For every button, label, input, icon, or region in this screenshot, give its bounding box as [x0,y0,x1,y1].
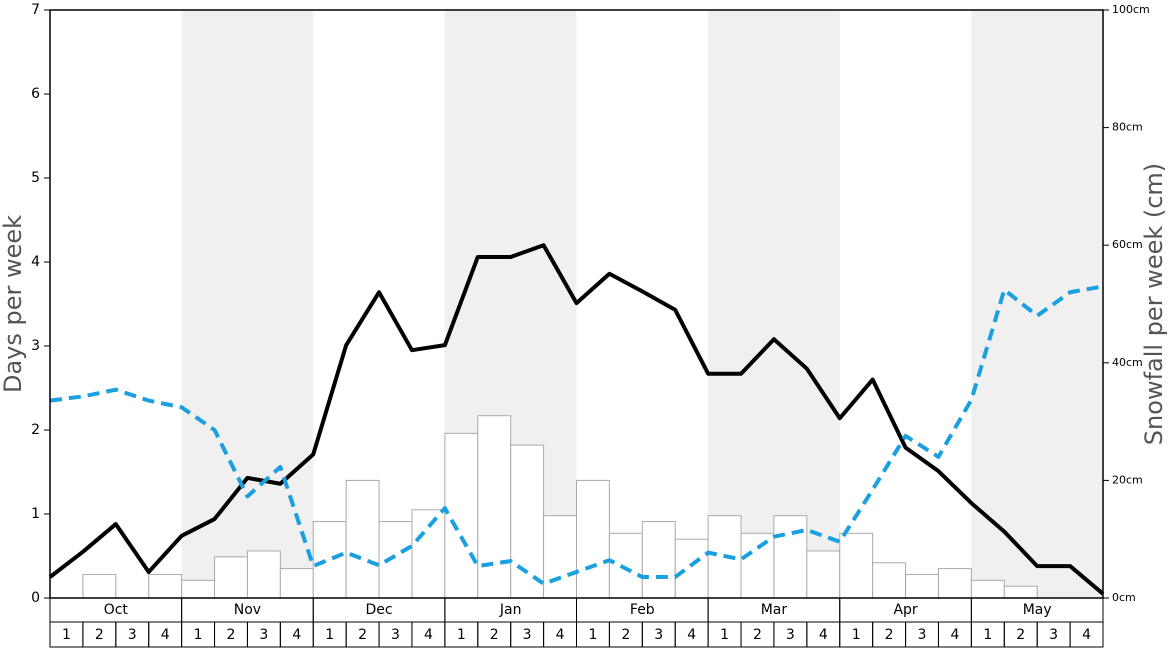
month-label: Mar [761,602,788,618]
week-label: 1 [588,627,597,643]
month-band [708,10,840,598]
bar [510,444,545,599]
y2-tick-label: 100cm [1112,3,1150,16]
week-label: 1 [852,627,861,643]
bar [576,479,610,599]
y-tick-label: 4 [31,254,40,270]
bar [641,521,676,599]
week-label: 2 [753,627,762,643]
bar [773,515,808,599]
y-tick-label: 1 [31,506,40,522]
y2-tick-label: 0cm [1112,591,1136,604]
bar [674,538,709,599]
month-band [971,10,1103,598]
y-tick-label: 2 [31,422,40,438]
bar [181,579,216,599]
week-label: 4 [556,627,565,643]
bar [411,509,446,599]
week-label: 2 [227,627,236,643]
bar [970,579,1005,599]
week-label: 2 [358,627,367,643]
week-label: 1 [720,627,729,643]
week-label: 3 [1049,627,1058,643]
y2-axis-title: Snowfall per week (cm) [1140,163,1168,445]
bar [82,573,117,599]
week-label: 1 [457,627,466,643]
week-label: 3 [786,627,795,643]
bar [279,568,314,599]
month-label: Oct [104,602,129,618]
line [48,243,1105,596]
week-label: 2 [1016,627,1025,643]
month-label: Feb [630,602,655,618]
week-label: 4 [819,627,828,643]
week-label: 4 [950,627,959,643]
week-label: 2 [621,627,630,643]
y-tick-label: 7 [31,2,40,18]
week-label: 4 [687,627,696,643]
plot-frame [49,9,1104,599]
y2-tick-label: 60cm [1112,238,1143,251]
bar [214,556,248,599]
y-tick-label: 6 [31,86,40,102]
bar [839,532,874,599]
month-band [181,10,314,598]
y-tick-label: 5 [31,170,40,186]
week-label: 4 [424,627,433,643]
y-tick-label: 0 [31,590,40,606]
dashed-line [49,284,1104,586]
bar [806,550,841,599]
month-label: Dec [366,602,393,618]
week-label: 1 [983,627,992,643]
week-label: 1 [62,627,71,643]
week-label: 4 [1082,627,1091,643]
month-shading [181,10,1103,598]
week-cell [1069,621,1104,648]
month-label: Apr [893,602,917,618]
month-label: May [1023,602,1052,618]
week-label: 3 [391,627,400,643]
y2-tick-label: 20cm [1112,473,1143,486]
week-label: 3 [128,627,137,643]
week-label: 3 [523,627,532,643]
bar [312,521,347,599]
week-label: 2 [490,627,499,643]
week-label: 3 [259,627,268,643]
bar [148,573,183,599]
bar [872,562,907,599]
week-label: 3 [654,627,663,643]
month-label: Nov [234,602,261,618]
week-label: 3 [918,627,927,643]
week-label: 4 [292,627,301,643]
bar [246,550,281,599]
week-label: 1 [325,627,334,643]
bar [608,532,643,599]
bar [378,521,413,599]
y2-tick-label: 40cm [1112,356,1143,369]
bar [1003,585,1038,599]
bar [543,515,577,599]
week-label: 4 [161,627,170,643]
y2-tick-label: 80cm [1112,121,1143,134]
week-label: 2 [885,627,894,643]
bar [740,532,775,599]
bar [477,415,512,599]
week-label: 2 [95,627,104,643]
y-axis-title: Days per week [0,215,27,393]
month-label: Jan [499,602,522,618]
bar [905,573,939,599]
week-label: 1 [194,627,203,643]
y-tick-label: 3 [31,338,40,354]
bar [444,432,479,599]
bar [345,479,380,599]
bar [937,568,972,599]
